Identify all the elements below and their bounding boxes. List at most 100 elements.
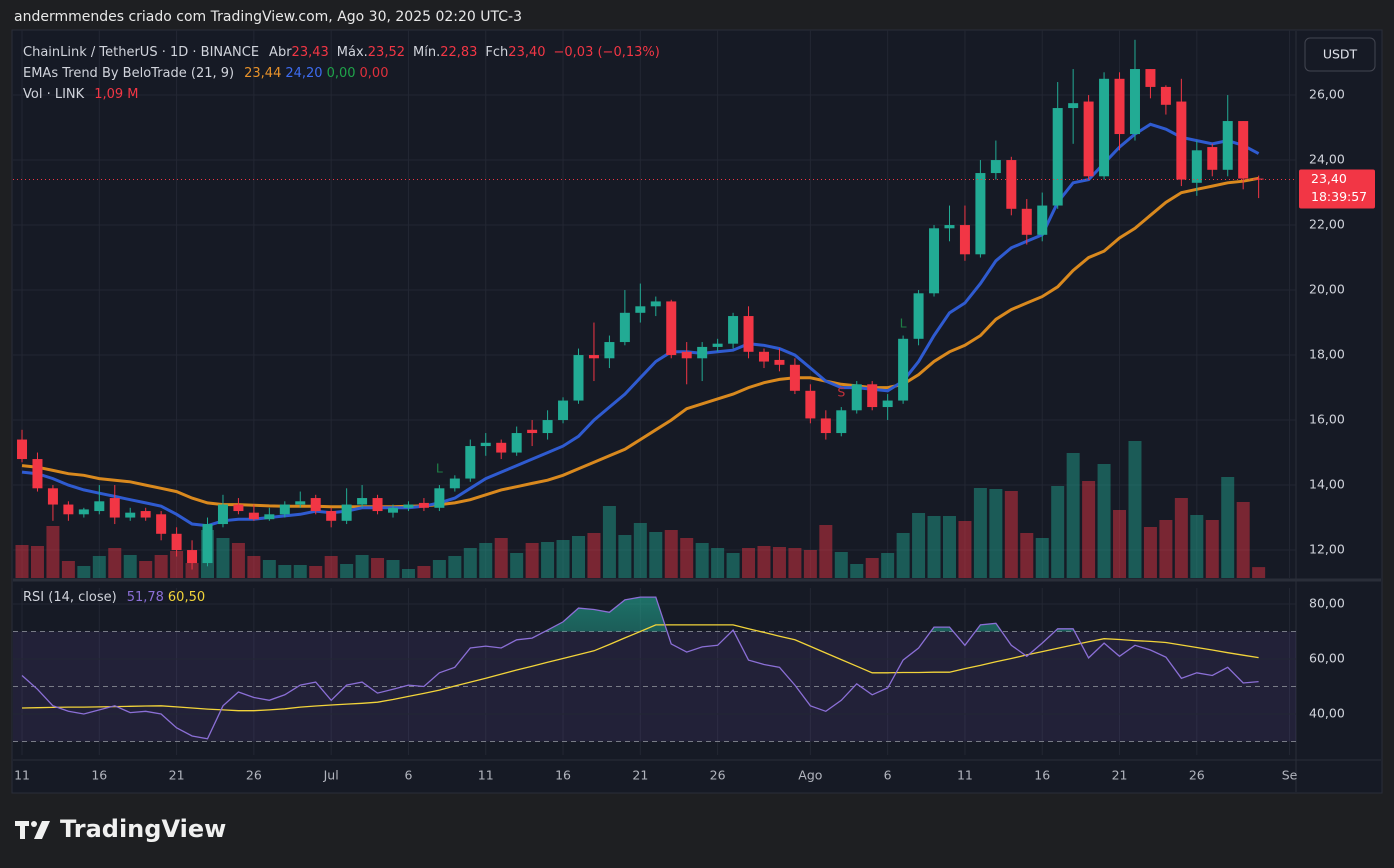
volume-bar — [973, 488, 987, 578]
candle-body — [372, 498, 383, 512]
candle-body — [326, 511, 337, 521]
candle-body — [1006, 160, 1017, 209]
legend-volume: Vol · LINK 1,09 M — [23, 87, 138, 102]
volume-bar — [1004, 491, 1018, 578]
volume-bar — [942, 516, 956, 578]
volume-bar — [803, 550, 817, 578]
candle-body — [836, 410, 847, 434]
y-tick-label: 80,00 — [1309, 596, 1345, 611]
candle-body — [728, 316, 739, 344]
logo-part — [34, 821, 50, 839]
volume-bar — [1143, 527, 1157, 578]
candle-body — [882, 400, 893, 408]
volume-bar — [865, 558, 879, 578]
candle-body — [758, 351, 769, 362]
candle-body — [125, 512, 136, 518]
x-tick-label: 21 — [1112, 768, 1128, 783]
candle-body — [1253, 178, 1264, 180]
candle-body — [898, 338, 909, 401]
volume-bar — [1066, 453, 1080, 578]
candle-body — [789, 364, 800, 391]
volume-bar — [1190, 515, 1204, 578]
volume-bar — [850, 564, 864, 578]
volume-bar — [216, 538, 230, 578]
volume-bar — [1205, 520, 1219, 578]
volume-bar — [1221, 477, 1235, 578]
y-tick-label: 24,00 — [1309, 152, 1345, 167]
ema-fast-value: 24,20 — [285, 66, 323, 81]
volume-bar — [1082, 481, 1096, 578]
candle-body — [1222, 121, 1233, 170]
candle-body — [1145, 69, 1156, 87]
signal-label: L — [900, 316, 907, 331]
price-tag-countdown: 18:39:57 — [1311, 189, 1367, 204]
volume-bar — [541, 542, 555, 578]
candle-body — [990, 160, 1001, 174]
volume-bar — [695, 543, 709, 578]
candle-body — [156, 514, 167, 534]
y-tick-label: 20,00 — [1309, 282, 1345, 297]
volume-bar — [1020, 533, 1034, 578]
price-tag — [1299, 169, 1375, 209]
candle-body — [109, 498, 120, 518]
candle-body — [805, 390, 816, 419]
volume-bar — [340, 564, 354, 578]
candle-body — [264, 514, 275, 520]
currency[interactable]: USDT — [1323, 47, 1358, 62]
candle-body — [1160, 86, 1171, 105]
volume-bar — [293, 565, 307, 578]
logo-part — [20, 821, 25, 839]
x-tick-label: 26 — [246, 768, 262, 783]
volume-bar — [108, 548, 122, 578]
candle-body — [743, 316, 754, 352]
indicator: EMAs Trend By BeloTrade (21, 9) — [23, 66, 235, 81]
candle-body — [666, 301, 677, 356]
x-tick-label: 21 — [169, 768, 185, 783]
currency-button[interactable] — [1304, 37, 1376, 72]
rsi-ma-value: 60,50 — [167, 590, 206, 605]
volume-bar — [170, 551, 184, 578]
candle-body — [496, 442, 507, 453]
volume-bar — [618, 535, 632, 578]
candle-body — [465, 446, 476, 479]
volume-bar — [1174, 498, 1188, 578]
change: −0,03 (−0,13%) — [553, 45, 660, 60]
open-value: 23,43 — [291, 45, 329, 60]
legend-indicator: EMAs Trend By BeloTrade (21, 9) 23,44 24… — [23, 66, 388, 81]
candle-body — [527, 429, 538, 434]
volume-bar — [324, 556, 338, 578]
volume-bar — [1159, 520, 1173, 578]
candle-body — [542, 420, 553, 434]
ema-line — [21, 176, 1259, 509]
candle-body — [774, 359, 785, 365]
candle-body — [310, 498, 321, 512]
volume-bar — [432, 560, 446, 578]
x-tick-label: 26 — [710, 768, 726, 783]
volume-bar — [633, 523, 647, 578]
volume-label: Vol · LINK — [23, 87, 85, 102]
volume-bar — [46, 526, 60, 578]
x-tick-label: 16 — [1034, 768, 1050, 783]
volume-bar — [1236, 502, 1250, 578]
candle-body — [867, 384, 878, 408]
legend-symbol: ChainLink / TetherUS · 1D · BINANCE Abr 2… — [23, 45, 660, 60]
x-tick-label: 11 — [14, 768, 30, 783]
x-tick-label: Se — [1282, 768, 1298, 783]
rsi-value: 51,78 — [126, 590, 164, 605]
candle-body — [1099, 78, 1110, 177]
volume-bar — [958, 521, 972, 578]
ema-slow-value: 23,44 — [244, 66, 282, 81]
candle-body — [913, 293, 924, 339]
volume-bar — [772, 547, 786, 578]
candle-body — [851, 384, 862, 411]
candle-body — [403, 504, 414, 508]
open-label: Abr — [269, 45, 292, 60]
volume-bar — [525, 543, 539, 578]
signal-label: L — [436, 460, 443, 475]
volume-bar — [819, 525, 833, 578]
x-tick-label: 26 — [1189, 768, 1205, 783]
volume-bar — [262, 560, 276, 578]
y-tick-label: 18,00 — [1309, 347, 1345, 362]
volume-bar — [742, 548, 756, 578]
